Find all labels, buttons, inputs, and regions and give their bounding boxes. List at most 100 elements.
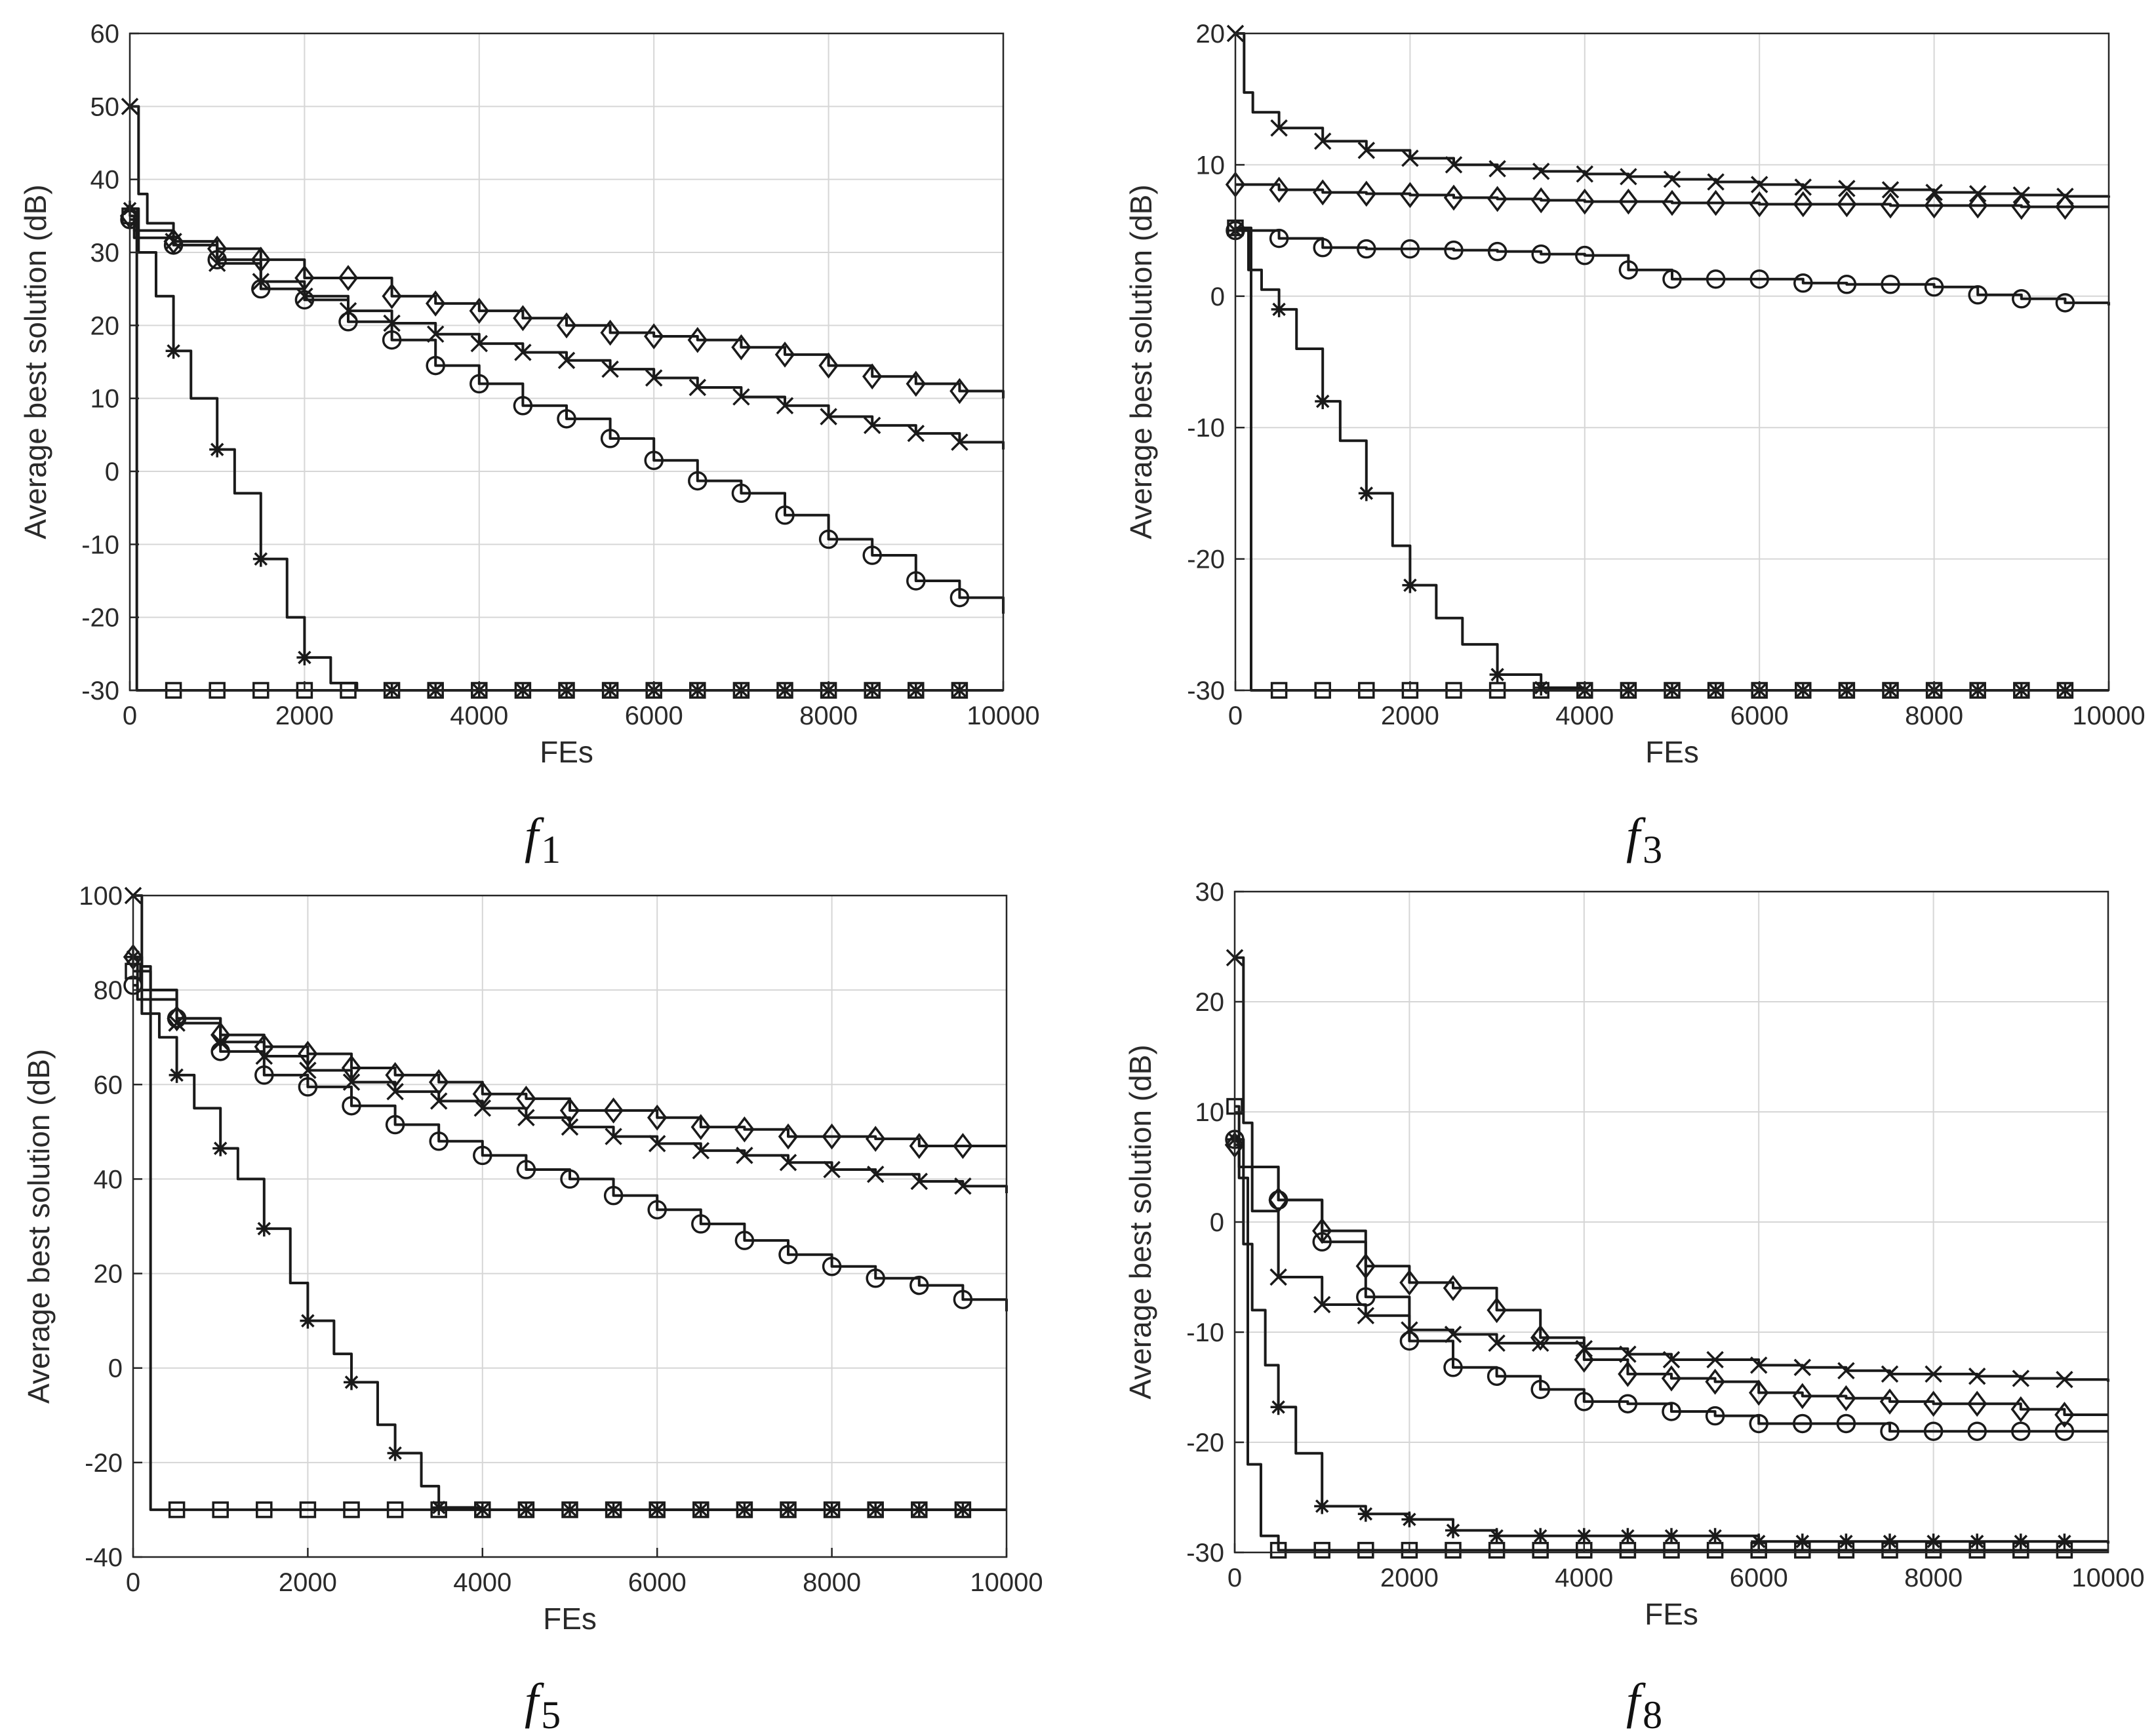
data-point-diamond <box>1443 184 1464 211</box>
x-tick-label: 4000 <box>1555 701 1614 730</box>
data-point-star <box>344 1374 359 1391</box>
data-point-circle <box>385 1115 405 1135</box>
y-tick-label: -40 <box>85 1543 123 1572</box>
data-point-circle <box>251 279 271 299</box>
chart-panel-f8: 0 2000 4000 6000 8000 10000 -30 -20 -10 0 10 20 30 FE… <box>1123 878 2145 1736</box>
data-point-star <box>1794 1533 1810 1550</box>
data-point-star <box>1270 1399 1287 1415</box>
data-point-diamond <box>865 1126 886 1153</box>
data-point-square <box>1619 1541 1637 1559</box>
panel-caption: f8 <box>1626 1674 1662 1736</box>
data-point-circle <box>516 1160 536 1179</box>
data-point-diamond <box>1399 1269 1420 1296</box>
data-point-circle <box>734 1231 755 1250</box>
data-point-star <box>1357 1506 1374 1522</box>
data-point-circle <box>1574 1392 1594 1411</box>
data-point-circle <box>1662 269 1682 289</box>
data-point-x <box>689 378 707 397</box>
data-point-x <box>517 1109 535 1126</box>
data-point-square <box>1532 1541 1549 1559</box>
data-point-diamond <box>1836 1385 1856 1411</box>
data-point-diamond <box>774 341 795 368</box>
data-point-diamond <box>818 352 839 379</box>
data-point-diamond <box>687 326 708 353</box>
data-point-circle <box>1268 1190 1288 1210</box>
data-point-star <box>431 1499 447 1516</box>
axes-frame <box>1234 32 2110 692</box>
data-point-circle <box>778 1244 798 1265</box>
data-point-diamond <box>1574 188 1595 215</box>
x-tick-label: 4000 <box>453 1568 511 1597</box>
data-point-star <box>300 1312 316 1329</box>
x-tick-label: 10000 <box>2072 701 2145 730</box>
data-point-star <box>1882 1533 1898 1550</box>
data-point-x <box>2012 1370 2030 1387</box>
data-point-diamond <box>1705 1368 1725 1395</box>
data-point-circle <box>1662 1402 1681 1421</box>
data-point-circle <box>1880 1421 1900 1441</box>
data-point-x <box>1837 1362 1855 1380</box>
data-point-circle <box>1400 239 1420 259</box>
data-point-diamond <box>428 1069 449 1095</box>
data-point-square <box>474 1501 491 1518</box>
data-point-circle <box>298 1077 318 1097</box>
data-point-diamond <box>906 370 927 397</box>
data-point-circle <box>953 1290 973 1309</box>
data-point-star <box>1314 1498 1330 1514</box>
data-point-star <box>252 551 269 567</box>
data-point-circle <box>862 545 882 565</box>
data-point-square <box>1445 1541 1462 1559</box>
y-tick-label: 0 <box>105 458 119 486</box>
series-circle-marker <box>123 976 1008 1312</box>
x-axis-label: FEs <box>1645 1597 1698 1631</box>
data-point-square <box>517 1501 535 1518</box>
data-point-square <box>1837 1541 1855 1559</box>
data-point-diamond <box>1880 192 1901 219</box>
data-point-diamond <box>734 1116 755 1143</box>
data-point-diamond <box>559 1097 580 1124</box>
x-tick-label: 0 <box>1228 701 1243 730</box>
y-tick-label: 20 <box>90 311 120 340</box>
data-point-x <box>1401 149 1419 167</box>
y-axis-label: Average best solution (dB) <box>22 1049 56 1404</box>
y-tick-label: -30 <box>1186 1539 1224 1568</box>
data-point-x <box>1576 165 1594 183</box>
data-point-x <box>820 408 837 425</box>
data-point-square <box>430 1501 447 1518</box>
data-point-diamond <box>1400 182 1420 208</box>
data-point-star <box>2056 1533 2073 1550</box>
data-point-square <box>212 1501 229 1518</box>
x-tick-label: 4000 <box>1555 1564 1613 1592</box>
y-tick-label: 20 <box>94 1260 123 1289</box>
data-point-x <box>1313 132 1332 150</box>
data-point-diamond <box>472 1080 493 1107</box>
data-point-square <box>1925 1541 1942 1559</box>
data-point-x <box>1532 163 1550 180</box>
data-point-diamond <box>862 363 883 390</box>
data-point-circle <box>1399 1331 1420 1351</box>
data-point-diamond <box>953 1133 973 1159</box>
data-point-circle <box>1356 1287 1376 1307</box>
data-point-circle <box>1967 1421 1987 1441</box>
data-point-diamond <box>1793 191 1814 218</box>
data-point-star <box>256 1221 272 1237</box>
y-axis-label: Average best solution (dB) <box>18 184 52 539</box>
plot-area <box>133 896 1007 1557</box>
data-point-circle <box>1705 1406 1725 1426</box>
x-tick-label: 2000 <box>1380 1564 1439 1592</box>
data-point-diamond <box>1923 1391 1944 1417</box>
data-point-circle <box>949 587 970 608</box>
data-point-x <box>1662 1351 1681 1369</box>
y-tick-label: 0 <box>108 1354 123 1383</box>
data-point-x <box>470 334 489 353</box>
data-point-circle <box>1618 260 1639 280</box>
data-point-square <box>1488 1541 1506 1559</box>
data-point-x <box>561 1118 579 1136</box>
data-point-square <box>911 1501 928 1518</box>
data-point-circle <box>818 529 839 549</box>
data-point-x <box>473 1099 492 1117</box>
data-point-circle <box>1575 245 1595 266</box>
chart-panel-f3: 0 2000 4000 6000 8000 10000 -30 -20 -10 0 10 20 FEs A… <box>1124 20 2146 871</box>
x-axis-label: FEs <box>543 1602 597 1636</box>
x-tick-label: 6000 <box>628 1568 687 1597</box>
